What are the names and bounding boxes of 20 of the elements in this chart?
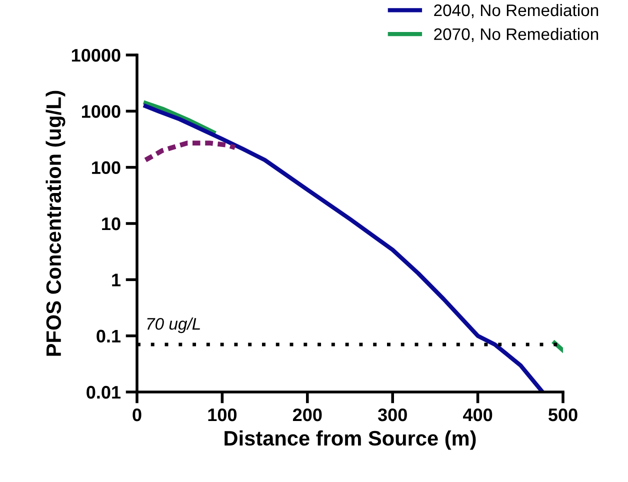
y-axis-title: PFOS Concentration (ug/L) (46, 90, 66, 356)
line-series (143, 140, 238, 162)
legend-label: 2040, No Remediation (434, 4, 598, 18)
y-tick-label: 10 (102, 217, 120, 230)
y-tick-label: 1000 (82, 105, 120, 118)
x-axis-title: Distance from Source (m) (224, 430, 476, 450)
x-tick-label: 400 (463, 408, 492, 422)
x-tick-label: 200 (292, 408, 322, 422)
y-tick-label: 0.01 (86, 386, 121, 399)
legend-label: 2070, No Remediation (434, 28, 598, 42)
x-tick-label: 100 (208, 408, 237, 422)
x-tick-label: 300 (378, 408, 407, 422)
y-tick-label: 0.1 (96, 330, 121, 343)
x-tick-label: 0 (132, 408, 142, 422)
ref-line-label: 70 ug/L (147, 318, 200, 334)
y-tick-label: 1 (112, 274, 121, 286)
line-series (143, 104, 545, 392)
x-tick-label: 500 (548, 408, 578, 422)
y-tick-label: 100 (92, 161, 120, 174)
y-tick-label: 10000 (72, 48, 120, 62)
